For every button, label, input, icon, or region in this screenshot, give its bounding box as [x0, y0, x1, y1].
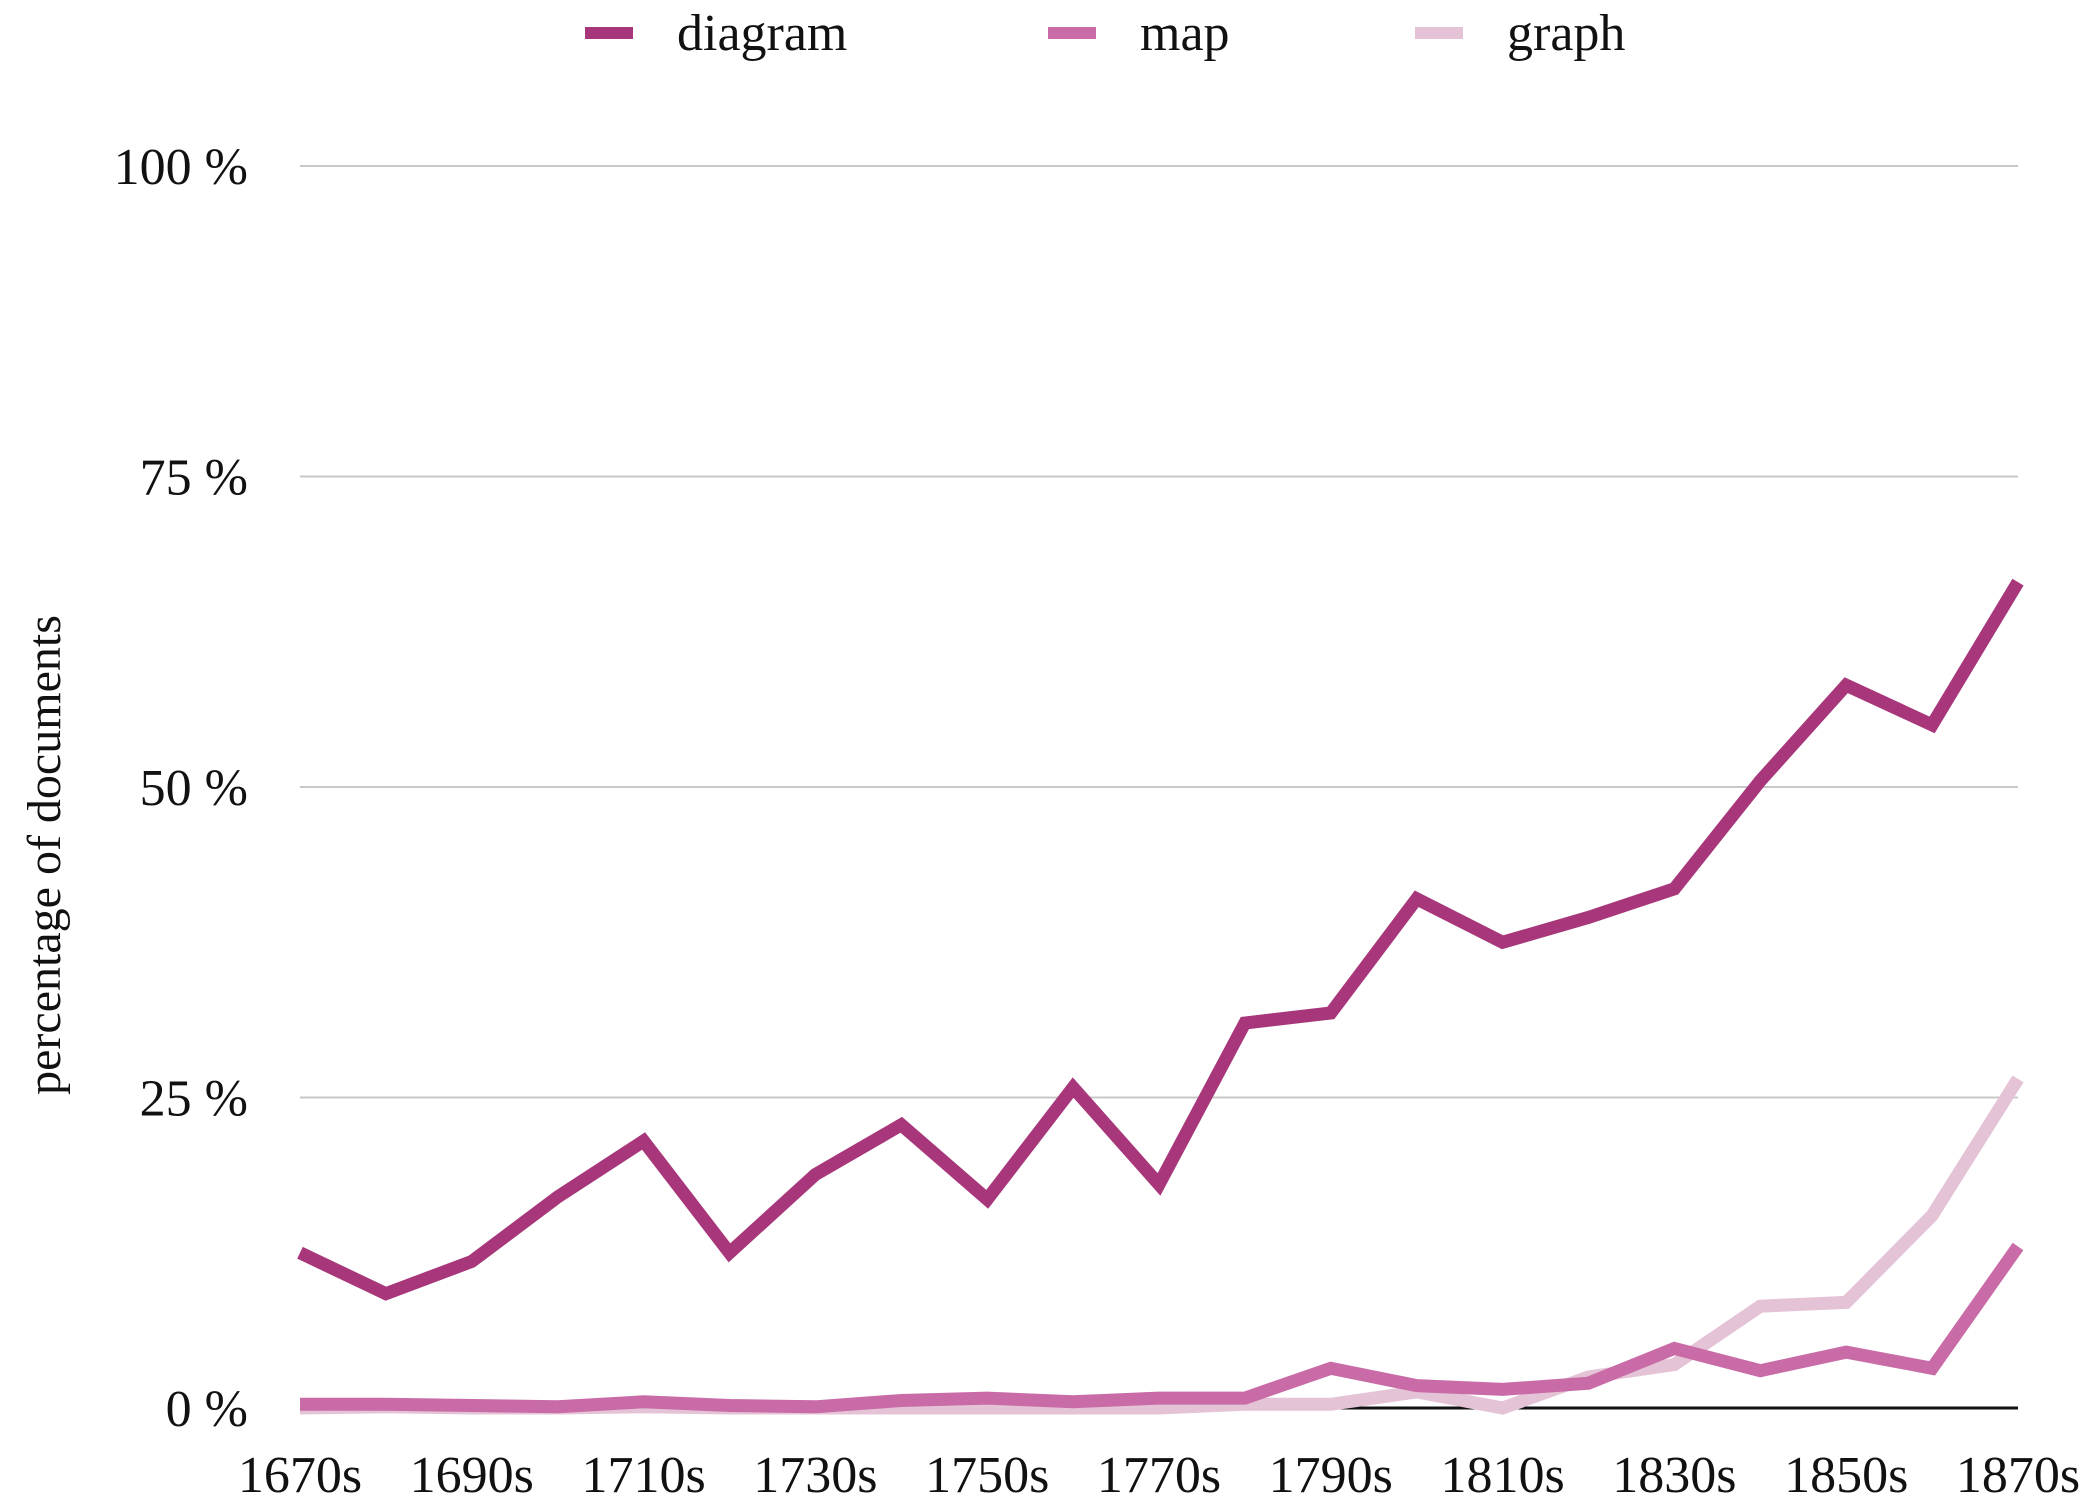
- legend: diagram map graph: [585, 5, 1625, 62]
- y-axis-title: percentage of documents: [18, 615, 71, 1095]
- y-tick-label: 25 %: [140, 1071, 248, 1128]
- y-tick-label: 100 %: [114, 139, 248, 196]
- y-tick-label: 50 %: [140, 760, 248, 817]
- x-tick-label: 1870s: [1956, 1447, 2080, 1500]
- legend-label-graph: graph: [1507, 5, 1625, 62]
- x-tick-label: 1730s: [753, 1447, 877, 1500]
- y-tick-label: 75 %: [140, 450, 248, 507]
- x-tick-label: 1770s: [1097, 1447, 1221, 1500]
- x-tick-label: 1710s: [581, 1447, 705, 1500]
- legend-label-map: map: [1140, 5, 1230, 62]
- x-tick-label: 1690s: [410, 1447, 534, 1500]
- x-axis-ticks: 1670s 1690s 1710s 1730s 1750s 1770s 1790s 1810s…: [238, 1447, 2080, 1500]
- x-tick-label: 1810s: [1440, 1447, 1564, 1500]
- x-tick-label: 1670s: [238, 1447, 362, 1500]
- x-tick-label: 1850s: [1784, 1447, 1908, 1500]
- x-tick-label: 1830s: [1612, 1447, 1736, 1500]
- legend-label-diagram: diagram: [677, 5, 847, 62]
- x-tick-label: 1750s: [925, 1447, 1049, 1500]
- series-line-graph: [299, 1075, 2024, 1415]
- y-axis-ticks: 0 % 25 % 50 % 75 % 100 %: [114, 139, 248, 1438]
- series-line-diagram: [297, 578, 2024, 1301]
- series-line-map: [300, 1242, 2024, 1414]
- x-tick-label: 1790s: [1269, 1447, 1393, 1500]
- y-tick-label: 0 %: [166, 1381, 248, 1438]
- series-lines: [297, 578, 2024, 1415]
